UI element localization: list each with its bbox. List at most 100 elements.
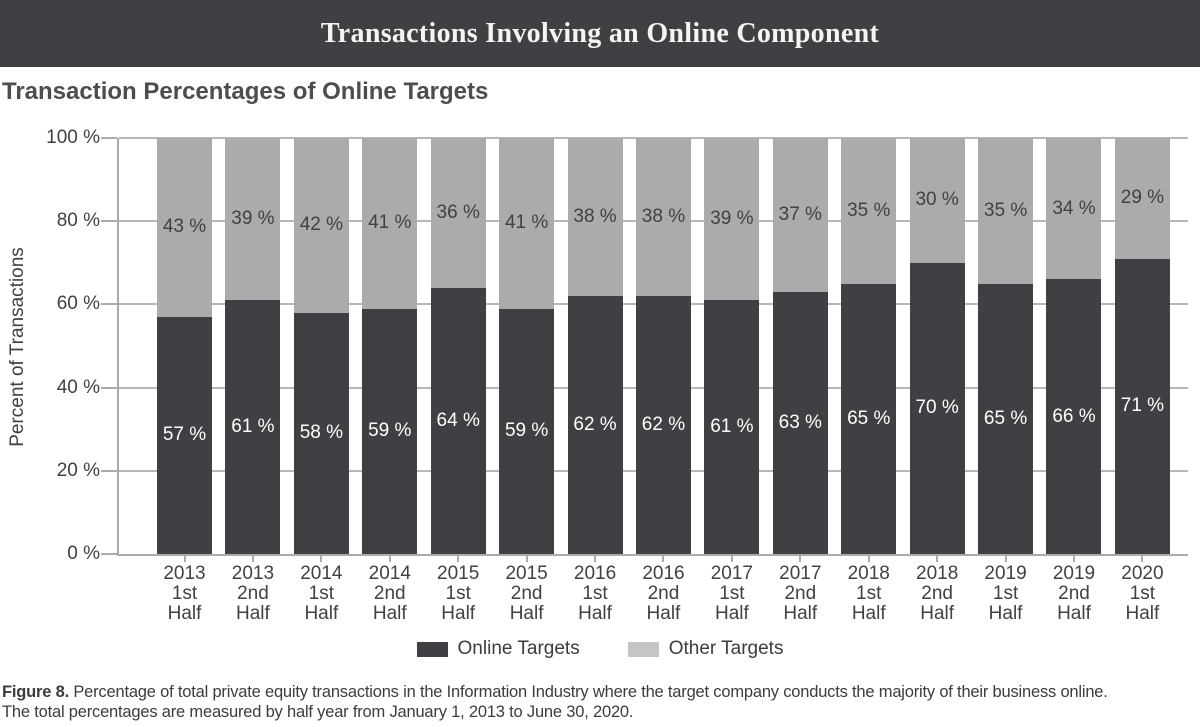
bar-2014-2nd-half: 41 % 59 % 2014 2nd Half xyxy=(362,138,418,624)
x-tick xyxy=(594,554,597,562)
bar-2016-2nd-half: 38 % 62 % 2016 2nd Half xyxy=(635,138,691,624)
x-tick-label: 2017 2nd Half xyxy=(779,563,822,624)
value-label: 66 % xyxy=(1052,405,1096,427)
figure-caption: Figure 8. Percentage of total private eq… xyxy=(2,682,1198,722)
value-label: 35 % xyxy=(847,199,891,221)
x-tick xyxy=(388,554,391,562)
x-tick xyxy=(1004,554,1007,562)
value-label: 29 % xyxy=(1120,187,1165,209)
other-targets-segment: 30 % xyxy=(909,138,965,263)
other-targets-segment: 38 % xyxy=(567,138,623,297)
x-tick xyxy=(662,554,665,562)
x-tick-label: 2018 1st Half xyxy=(847,563,890,624)
other-targets-segment: 29 % xyxy=(1114,138,1170,259)
other-targets-segment: 35 % xyxy=(978,138,1034,284)
x-tick xyxy=(183,554,186,562)
value-label: 61 % xyxy=(231,416,275,438)
header-banner: Transactions Involving an Online Compone… xyxy=(0,0,1200,67)
value-label: 62 % xyxy=(573,414,617,436)
other-targets-segment: 39 % xyxy=(225,138,281,301)
bar-2017-2nd-half: 37 % 63 % 2017 2nd Half xyxy=(772,138,828,624)
x-tick-label: 2015 1st Half xyxy=(437,563,480,624)
other-targets-segment: 35 % xyxy=(841,138,897,284)
value-label: 65 % xyxy=(983,407,1028,429)
x-tick-label: 2015 2nd Half xyxy=(505,563,548,624)
y-tick-label: 40 % xyxy=(56,376,100,398)
y-tick xyxy=(101,386,117,389)
value-label: 62 % xyxy=(641,414,686,436)
bar-2016-1st-half: 38 % 62 % 2016 1st Half xyxy=(567,138,623,624)
other-targets-segment: 43 % xyxy=(157,138,212,317)
legend-label: Online Targets xyxy=(457,638,580,659)
value-label: 41 % xyxy=(504,212,549,234)
x-tick xyxy=(730,554,733,562)
value-label: 63 % xyxy=(778,411,822,433)
bar-2019-1st-half: 35 % 65 % 2019 1st Half xyxy=(978,138,1034,624)
x-tick-label: 2019 1st Half xyxy=(984,563,1027,624)
x-tick xyxy=(457,554,460,562)
online-targets-segment: 70 % xyxy=(909,262,965,554)
x-tick-label: 2018 2nd Half xyxy=(916,563,959,624)
x-tick-label: 2020 1st Half xyxy=(1121,563,1164,624)
bar-2013-2nd-half: 39 % 61 % 2013 2nd Half xyxy=(225,138,281,624)
y-tick-label: 60 % xyxy=(56,293,100,315)
value-label: 36 % xyxy=(436,201,480,223)
legend-label: Other Targets xyxy=(668,638,784,659)
legend-item-other-targets: Other Targets xyxy=(627,638,784,660)
figure-label: Figure 8. xyxy=(2,683,69,701)
online-targets-segment: 58 % xyxy=(293,312,349,554)
other-targets-segment: 39 % xyxy=(704,138,760,301)
other-targets-segment: 38 % xyxy=(635,138,691,297)
y-axis-title: Percent of Transactions xyxy=(7,247,28,447)
online-targets-segment: 59 % xyxy=(362,308,418,554)
value-label: 43 % xyxy=(162,216,207,238)
bars-container: 43 % 57 % 2013 1st Half 39 % 61 % 2013 2nd Ha… xyxy=(119,138,1188,624)
legend-swatch xyxy=(416,641,448,657)
bar-2014-1st-half: 42 % 58 % 2014 1st Half xyxy=(293,138,349,624)
page-title: Transactions Involving an Online Compone… xyxy=(320,17,880,49)
value-label: 34 % xyxy=(1052,197,1096,219)
x-tick-label: 2013 2nd Half xyxy=(231,563,275,624)
value-label: 57 % xyxy=(162,424,207,446)
x-tick xyxy=(799,554,802,562)
online-targets-segment: 63 % xyxy=(772,291,828,554)
x-tick xyxy=(1141,554,1144,562)
online-targets-segment: 62 % xyxy=(635,296,691,554)
gridline xyxy=(119,137,1188,139)
x-tick xyxy=(1072,554,1075,562)
value-label: 61 % xyxy=(710,416,754,438)
bar-2013-1st-half: 43 % 57 % 2013 1st Half xyxy=(157,138,212,624)
value-label: 58 % xyxy=(299,422,343,444)
value-label: 30 % xyxy=(915,189,959,211)
online-targets-segment: 61 % xyxy=(704,300,760,554)
y-tick-label: 80 % xyxy=(56,210,100,232)
legend: Online Targets Other Targets xyxy=(0,638,1200,660)
value-label: 39 % xyxy=(231,208,275,230)
y-tick xyxy=(101,469,117,472)
x-tick xyxy=(251,554,254,562)
value-label: 71 % xyxy=(1120,395,1165,417)
x-tick xyxy=(320,554,323,562)
other-targets-segment: 41 % xyxy=(499,138,555,309)
online-targets-segment: 59 % xyxy=(499,308,555,554)
value-label: 38 % xyxy=(573,206,617,228)
online-targets-segment: 61 % xyxy=(225,300,281,554)
other-targets-segment: 37 % xyxy=(772,138,828,292)
x-tick-label: 2016 1st Half xyxy=(573,563,617,624)
value-label: 59 % xyxy=(368,420,412,442)
x-tick-label: 2013 1st Half xyxy=(163,563,206,624)
bar-2018-2nd-half: 30 % 70 % 2018 2nd Half xyxy=(909,138,965,624)
online-targets-segment: 57 % xyxy=(157,316,212,554)
y-tick xyxy=(101,553,117,555)
value-label: 70 % xyxy=(915,397,959,419)
other-targets-segment: 42 % xyxy=(293,138,349,313)
chart-title: Transaction Percentages of Online Target… xyxy=(2,78,489,105)
value-label: 39 % xyxy=(710,208,754,230)
caption-sentence-1: Percentage of total private equity trans… xyxy=(73,683,1108,701)
x-tick xyxy=(867,554,870,562)
legend-swatch xyxy=(627,641,659,657)
value-label: 64 % xyxy=(436,409,480,431)
x-tick-label: 2017 1st Half xyxy=(710,563,754,624)
bar-2017-1st-half: 39 % 61 % 2017 1st Half xyxy=(704,138,760,624)
y-tick-label: 100 % xyxy=(46,127,100,148)
